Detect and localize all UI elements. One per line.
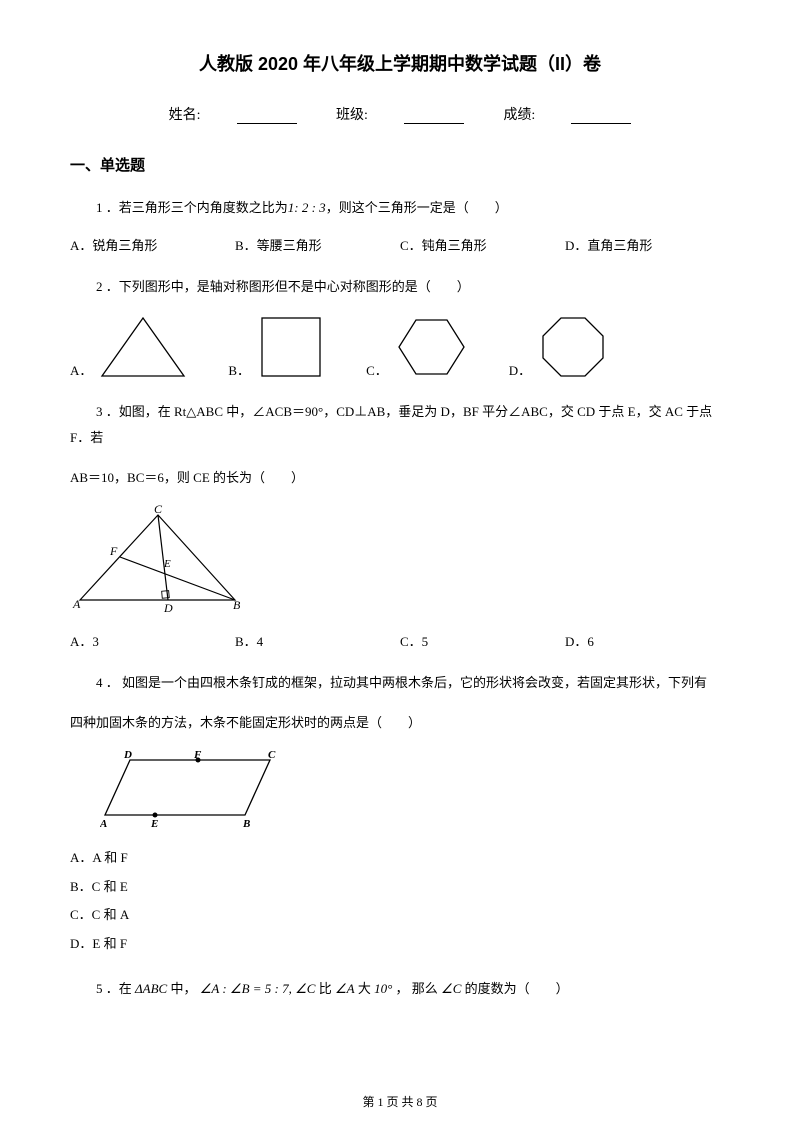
q4-opt-b: B．C 和 E	[70, 873, 730, 902]
q5-expr: ∠A : ∠B = 5 : 7, ∠C	[200, 981, 316, 996]
q5-mid2: 比	[319, 981, 332, 996]
q3-opt-a: A．3	[70, 631, 235, 650]
q5-mid3: 大	[358, 981, 371, 996]
class-blank[interactable]	[404, 110, 464, 124]
q1-ratio: 1: 2 : 3	[288, 200, 326, 215]
q3-label-a: A	[72, 597, 81, 611]
score-label: 成绩:	[503, 108, 535, 123]
q4-label-f: F	[193, 750, 202, 761]
q4-label-a: A	[100, 818, 107, 830]
q4-label-b: B	[242, 818, 250, 830]
q4-opt-d: D．E 和 F	[70, 930, 730, 959]
q5-post: 的度数为（ ）	[465, 981, 569, 996]
question-1: 1 ．若三角形三个内角度数之比为1: 2 : 3，则这个三角形一定是（ ）	[70, 195, 730, 221]
q5-ten: 10°	[374, 981, 392, 996]
q3-opt-d: D．6	[565, 631, 730, 650]
q3-diagram: A B C D E F	[70, 505, 245, 615]
square-icon	[256, 314, 326, 379]
q1-pre: 1 ．若三角形三个内角度数之比为	[96, 200, 288, 215]
q2-opt-c: C．	[366, 360, 388, 379]
q4-diagram: D F C A E B	[100, 750, 285, 830]
q5-anga: ∠A	[335, 981, 355, 996]
q5-mid1: 中，	[170, 981, 196, 996]
q4-label-c: C	[268, 750, 276, 761]
exam-title: 人教版 2020 年八年级上学期期中数学试题（II）卷	[70, 50, 730, 76]
question-4-line2: 四种加固木条的方法，木条不能固定形状时的两点是（ ）	[70, 710, 730, 736]
score-blank[interactable]	[571, 110, 631, 124]
q5-triangle: ΔABC	[135, 981, 167, 996]
q1-options: A．锐角三角形 B．等腰三角形 C．钝角三角形 D．直角三角形	[70, 235, 730, 254]
q1-post: ，则这个三角形一定是（ ）	[326, 200, 508, 215]
q3-label-c: C	[154, 505, 163, 516]
q2-opt-a: A．	[70, 360, 92, 379]
page-footer: 第 1 页 共 8 页	[0, 1093, 800, 1110]
question-5: 5 ．在 ΔABC 中， ∠A : ∠B = 5 : 7, ∠C 比 ∠A 大 …	[70, 976, 730, 1002]
q3-options: A．3 B．4 C．5 D．6	[70, 631, 730, 650]
octagon-icon	[537, 314, 609, 379]
q4-opt-a: A．A 和 F	[70, 844, 730, 873]
q4-options: A．A 和 F B．C 和 E C．C 和 A D．E 和 F	[70, 844, 730, 958]
q5-angc: ∠C	[441, 981, 461, 996]
q2-opt-d: D．	[509, 360, 531, 379]
q5-pre: 5 ．在	[96, 981, 132, 996]
q5-mid4: ， 那么	[396, 981, 438, 996]
section-1-title: 一、单选题	[70, 154, 730, 175]
question-4: 4 ． 如图是一个由四根木条钉成的框架，拉动其中两根木条后，它的形状将会改变，若…	[70, 670, 730, 696]
q3-line1: 3 ．如图，在 Rt△ABC 中，∠ACB＝90°，CD⊥AB，垂足为 D，BF…	[70, 404, 712, 445]
q3-opt-c: C．5	[400, 631, 565, 650]
q3-label-d: D	[163, 601, 173, 615]
q2-shapes: A． B． C． D．	[70, 314, 730, 379]
class-label: 班级:	[336, 108, 368, 123]
question-2: 2 ．下列图形中，是轴对称图形但不是中心对称图形的是（ ）	[70, 274, 730, 300]
question-3-line2: AB＝10，BC＝6，则 CE 的长为（ ）	[70, 465, 730, 491]
q3-label-e: E	[163, 558, 171, 570]
q3-label-f: F	[109, 544, 118, 558]
q4-label-e: E	[150, 818, 158, 830]
q1-opt-d: D．直角三角形	[565, 235, 730, 254]
q2-opt-b: B．	[228, 360, 250, 379]
q4-label-d: D	[123, 750, 132, 761]
q4-opt-c: C．C 和 A	[70, 901, 730, 930]
q1-opt-b: B．等腰三角形	[235, 235, 400, 254]
name-blank[interactable]	[237, 110, 297, 124]
q1-opt-c: C．钝角三角形	[400, 235, 565, 254]
q3-label-b: B	[233, 598, 241, 612]
q1-opt-a: A．锐角三角形	[70, 235, 235, 254]
header-fields: 姓名: 班级: 成绩:	[70, 104, 730, 124]
name-label: 姓名:	[169, 108, 201, 123]
q3-opt-b: B．4	[235, 631, 400, 650]
triangle-icon	[98, 314, 188, 379]
hexagon-icon	[394, 314, 469, 379]
question-3: 3 ．如图，在 Rt△ABC 中，∠ACB＝90°，CD⊥AB，垂足为 D，BF…	[70, 399, 730, 451]
